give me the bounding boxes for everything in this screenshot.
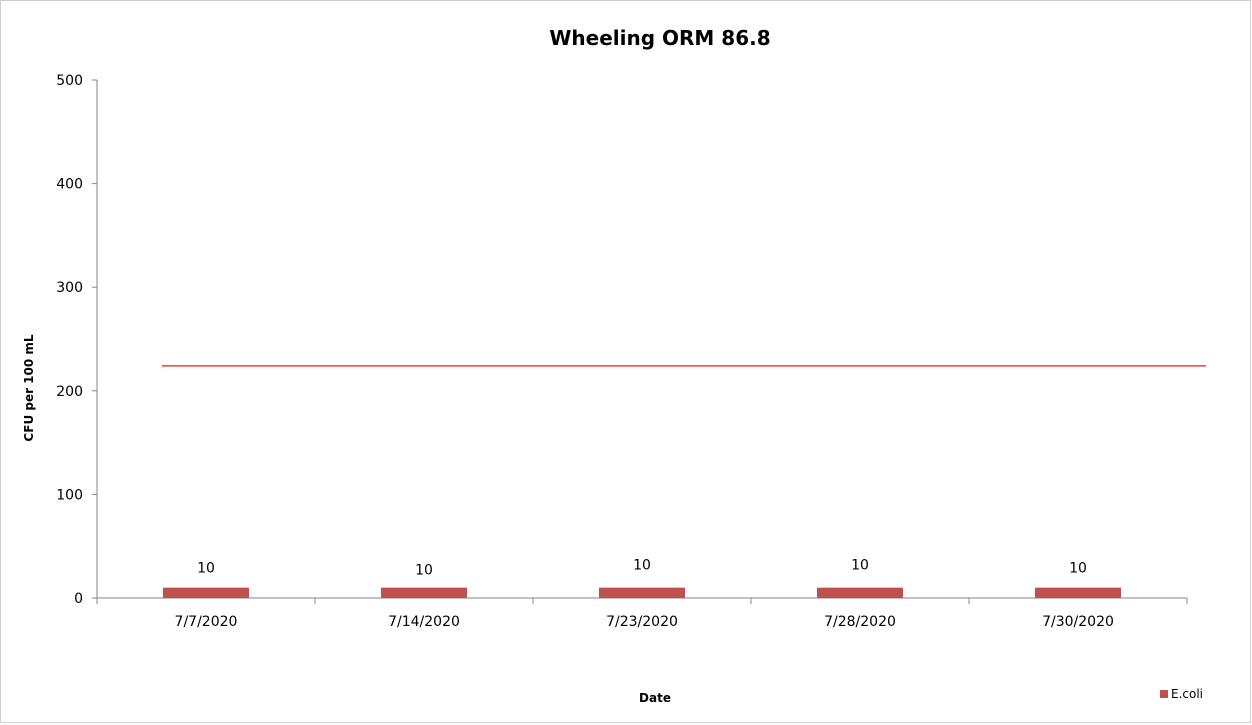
legend: E.coli bbox=[1160, 687, 1203, 701]
data-label: 10 bbox=[633, 558, 651, 574]
x-tick-label: 7/14/2020 bbox=[388, 614, 460, 630]
data-label: 10 bbox=[415, 563, 433, 579]
y-tick-label: 100 bbox=[56, 487, 83, 503]
plot-area: 0 100 200 300 400 500 10 7/7/2020 10 7/14/2020 10 7… bbox=[56, 73, 1206, 630]
data-label: 10 bbox=[1069, 561, 1087, 577]
data-label: 10 bbox=[851, 558, 869, 574]
x-axis-title: Date bbox=[639, 691, 671, 705]
bar-ecoli bbox=[381, 587, 467, 598]
chart-title: Wheeling ORM 86.8 bbox=[549, 26, 770, 50]
data-label: 10 bbox=[197, 561, 215, 577]
y-tick-label: 300 bbox=[56, 280, 83, 296]
legend-swatch-ecoli bbox=[1160, 690, 1168, 698]
bar-ecoli bbox=[599, 587, 685, 598]
y-tick-label: 400 bbox=[56, 177, 83, 193]
y-tick-label: 200 bbox=[56, 384, 83, 400]
x-tick-label: 7/7/2020 bbox=[175, 614, 238, 630]
x-tick-label: 7/23/2020 bbox=[606, 614, 678, 630]
y-axis-title: CFU per 100 mL bbox=[22, 334, 36, 441]
bar-ecoli bbox=[1035, 587, 1121, 598]
bar-ecoli bbox=[817, 587, 903, 598]
x-tick-label: 7/30/2020 bbox=[1042, 614, 1114, 630]
y-tick-label: 500 bbox=[56, 73, 83, 89]
y-tick-label: 0 bbox=[74, 591, 83, 607]
legend-label-ecoli: E.coli bbox=[1171, 687, 1203, 701]
bar-ecoli bbox=[163, 587, 249, 598]
x-tick-label: 7/28/2020 bbox=[824, 614, 896, 630]
